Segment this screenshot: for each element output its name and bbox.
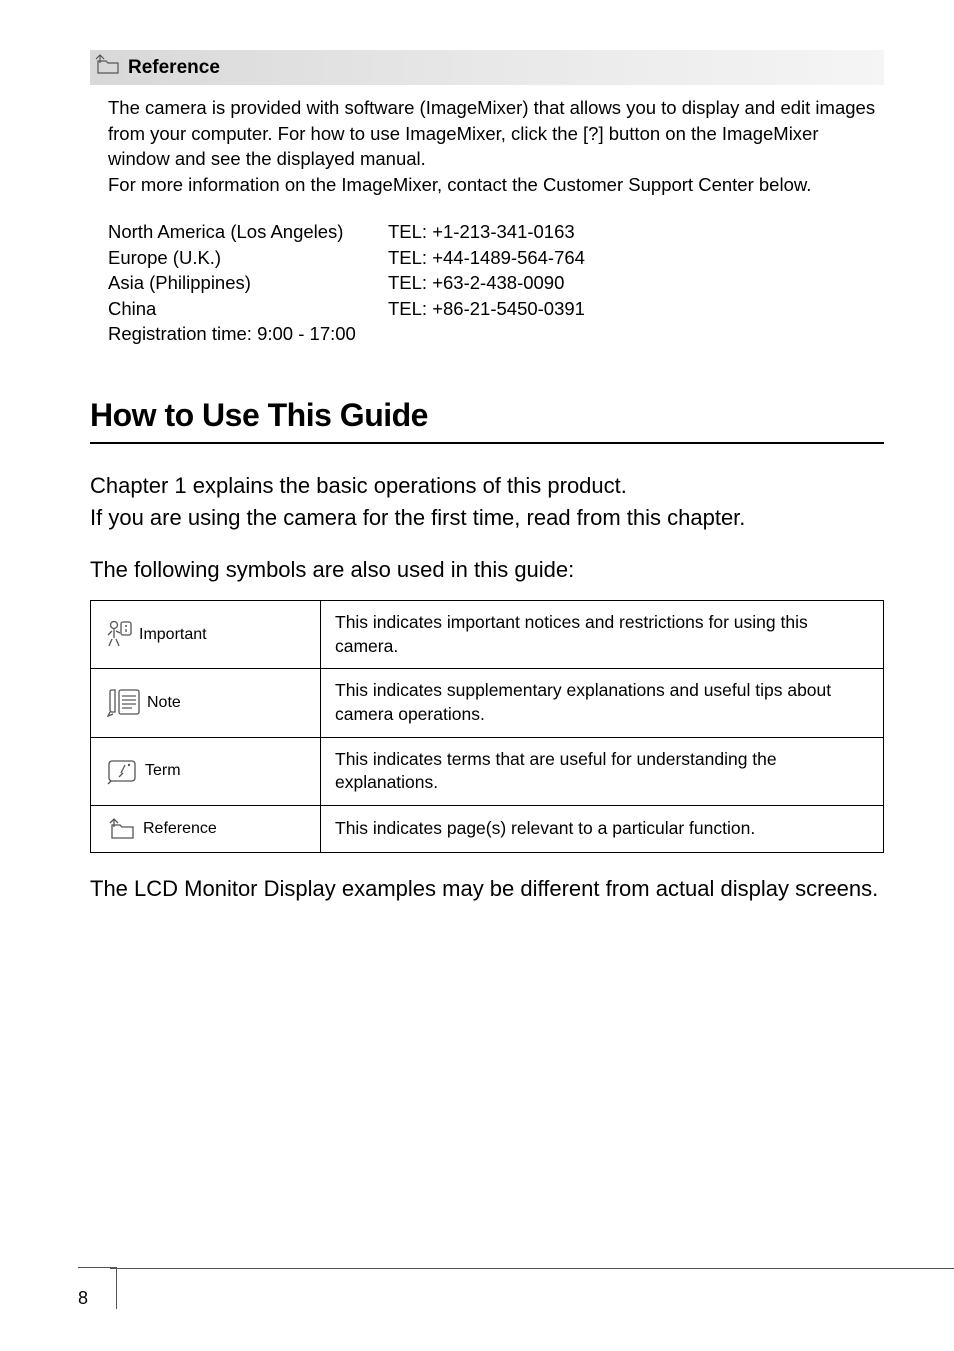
bottom-divider <box>110 1268 954 1269</box>
guide-symbols-intro: The following symbols are also used in t… <box>90 555 884 586</box>
table-row: Note This indicates supplementary explan… <box>91 669 884 737</box>
contact-location: North America (Los Angeles) <box>108 219 388 245</box>
guide-footer: The LCD Monitor Display examples may be … <box>90 873 884 905</box>
symbol-cell-term: Term <box>91 737 321 805</box>
contact-location: Europe (U.K.) <box>108 245 388 271</box>
table-row: Important This indicates important notic… <box>91 601 884 669</box>
reference-icon-small <box>107 816 137 842</box>
contact-row: Asia (Philippines) TEL: +63-2-438-0090 <box>108 270 884 296</box>
table-row: Reference This indicates page(s) relevan… <box>91 805 884 852</box>
contact-tel: TEL: +86-21-5450-0391 <box>388 296 585 322</box>
contact-tel: TEL: +63-2-438-0090 <box>388 270 564 296</box>
guide-title: How to Use This Guide <box>90 397 884 444</box>
symbol-table: Important This indicates important notic… <box>90 600 884 853</box>
reference-paragraph-2: For more information on the ImageMixer, … <box>108 172 884 198</box>
reference-paragraph-1: The camera is provided with software (Im… <box>108 95 884 172</box>
reference-header: Reference <box>90 50 884 85</box>
symbol-cell-reference: Reference <box>91 805 321 852</box>
contact-tel: TEL: +1-213-341-0163 <box>388 219 575 245</box>
symbol-desc: This indicates important notices and res… <box>321 601 884 669</box>
symbol-label: Note <box>147 694 181 712</box>
table-row: Term This indicates terms that are usefu… <box>91 737 884 805</box>
contact-tel: TEL: +44-1489-564-764 <box>388 245 585 271</box>
important-icon <box>107 620 133 650</box>
guide-intro-line2: If you are using the camera for the firs… <box>90 502 884 534</box>
symbol-label: Term <box>145 762 181 780</box>
contact-row: China TEL: +86-21-5450-0391 <box>108 296 884 322</box>
symbol-label: Important <box>139 626 207 644</box>
symbol-desc: This indicates supplementary explanation… <box>321 669 884 737</box>
contact-location: China <box>108 296 388 322</box>
reference-body: The camera is provided with software (Im… <box>108 95 884 347</box>
symbol-cell-note: Note <box>91 669 321 737</box>
symbol-cell-important: Important <box>91 601 321 669</box>
reference-header-label: Reference <box>128 57 220 79</box>
guide-intro-line1: Chapter 1 explains the basic operations … <box>90 470 884 502</box>
page-number: 8 <box>78 1267 117 1309</box>
folder-arrow-icon <box>94 53 128 82</box>
symbol-desc: This indicates terms that are useful for… <box>321 737 884 805</box>
contact-row: Europe (U.K.) TEL: +44-1489-564-764 <box>108 245 884 271</box>
contact-block: North America (Los Angeles) TEL: +1-213-… <box>108 219 884 347</box>
symbol-desc: This indicates page(s) relevant to a par… <box>321 805 884 852</box>
note-icon <box>107 688 141 718</box>
symbol-label: Reference <box>143 820 217 838</box>
contact-location: Asia (Philippines) <box>108 270 388 296</box>
term-icon <box>107 757 139 785</box>
guide-intro: Chapter 1 explains the basic operations … <box>90 470 884 534</box>
contact-row: North America (Los Angeles) TEL: +1-213-… <box>108 219 884 245</box>
registration-time: Registration time: 9:00 - 17:00 <box>108 321 884 347</box>
